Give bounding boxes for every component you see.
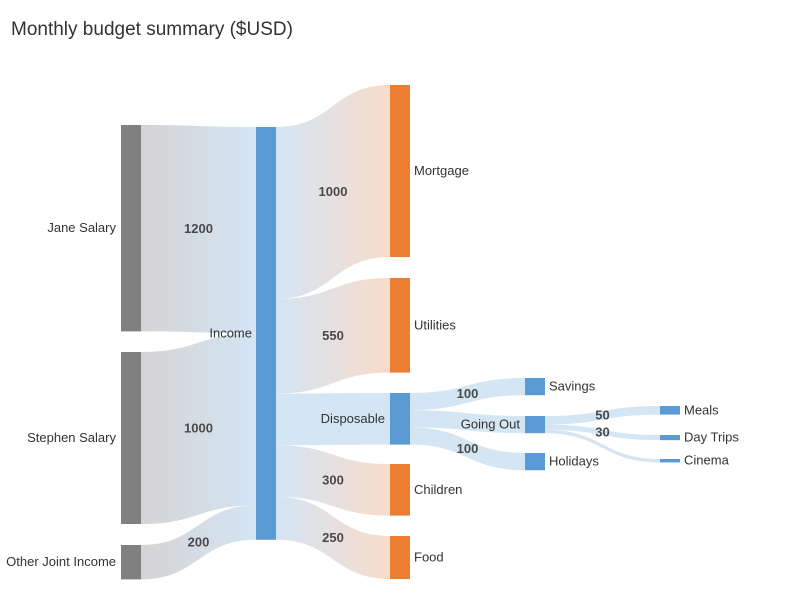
link-going-out-to-cinema	[545, 429, 660, 463]
node-label-going-out: Going Out	[461, 417, 521, 432]
node-label-children: Children	[414, 482, 462, 497]
labels-layer: 1200 1000 200 1000 550 300 250 100 100 50 30 Jane S…	[6, 163, 739, 569]
link-value-label: 1200	[184, 221, 213, 236]
node-stephen-salary	[121, 352, 141, 524]
link-value-label: 1000	[184, 421, 213, 436]
node-income	[256, 127, 276, 540]
node-label-income: Income	[209, 325, 252, 340]
link-value-label: 100	[457, 386, 479, 401]
node-food	[390, 536, 410, 579]
link-disposable-to-holidays	[410, 427, 525, 471]
node-other-joint-income	[121, 545, 141, 580]
link-income-to-mortgage	[276, 85, 390, 299]
node-jane-salary	[121, 125, 141, 332]
link-value-label: 50	[595, 407, 609, 422]
link-value-label: 100	[457, 441, 479, 456]
node-cinema	[660, 459, 680, 463]
node-label-holidays: Holidays	[549, 454, 599, 469]
link-value-label: 200	[188, 534, 210, 549]
node-mortgage	[390, 85, 410, 257]
node-children	[390, 464, 410, 516]
link-income-to-disposable	[276, 393, 390, 446]
node-label-food: Food	[414, 550, 444, 565]
node-going-out	[525, 416, 545, 434]
node-label-savings: Savings	[549, 379, 596, 394]
link-value-label: 1000	[319, 184, 348, 199]
node-label-meals: Meals	[684, 402, 719, 417]
node-label-day-trips: Day Trips	[684, 430, 739, 445]
link-value-label: 550	[322, 328, 344, 343]
node-label-disposable: Disposable	[321, 411, 385, 426]
link-value-label: 30	[595, 424, 609, 439]
node-label-mortgage: Mortgage	[414, 163, 469, 178]
node-label-jane-salary: Jane Salary	[47, 220, 116, 235]
node-label-other-joint-income: Other Joint Income	[6, 554, 116, 569]
node-day-trips	[660, 435, 680, 441]
node-meals	[660, 406, 680, 415]
links-layer	[141, 85, 660, 580]
link-jane-salary-to-income	[141, 125, 256, 334]
node-savings	[525, 378, 545, 396]
link-going-out-to-meals	[545, 406, 660, 425]
node-holidays	[525, 453, 545, 471]
link-stephen-salary-to-income	[141, 333, 256, 524]
chart-title: Monthly budget summary ($USD)	[11, 19, 293, 40]
node-utilities	[390, 278, 410, 373]
link-other-joint-income-to-income	[141, 505, 256, 580]
link-income-to-children	[276, 445, 390, 516]
nodes-layer	[121, 85, 680, 580]
link-income-to-utilities	[276, 278, 390, 394]
link-disposable-to-going-out	[410, 410, 525, 434]
node-label-cinema: Cinema	[684, 453, 730, 468]
link-disposable-to-savings	[410, 378, 525, 411]
node-label-stephen-salary: Stephen Salary	[27, 430, 116, 445]
link-value-label: 250	[322, 530, 344, 545]
link-going-out-to-day-trips	[545, 424, 660, 441]
node-label-utilities: Utilities	[414, 317, 456, 332]
node-disposable	[390, 393, 410, 445]
link-income-to-food	[276, 496, 390, 579]
link-value-label: 300	[322, 472, 344, 487]
